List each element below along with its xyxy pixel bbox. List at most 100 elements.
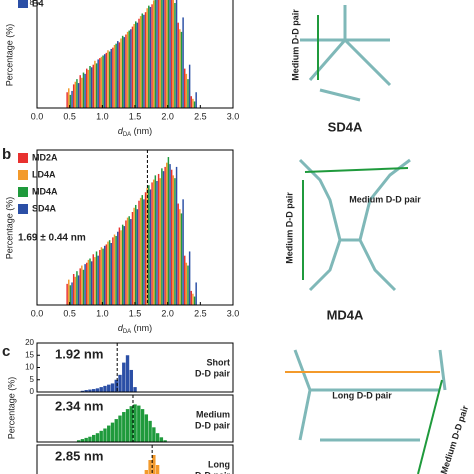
y-axis-label: Percentage (%) [4, 24, 14, 87]
bar [126, 217, 129, 305]
bar [86, 68, 88, 108]
tag: D-D pair [195, 420, 231, 430]
bar [177, 203, 179, 305]
bar [164, 166, 166, 305]
bar [105, 52, 108, 108]
bar [77, 275, 80, 305]
bar [84, 437, 88, 442]
x-axis-label-part: (nm) [131, 323, 152, 333]
plot-frame [36, 394, 234, 443]
bar [140, 409, 145, 442]
bar [72, 84, 75, 108]
bar [90, 261, 93, 305]
tag: Long [208, 459, 230, 469]
histogram: 0.0 0.5 1.0 1.5 2.0 2.5 3.0 8 dDA (nm) [30, 0, 239, 138]
legend-swatch [18, 187, 28, 197]
bar [156, 181, 158, 305]
pair-label: Long D-D pair [332, 390, 392, 400]
x-axis-label-part: d [118, 126, 124, 136]
bar [161, 0, 163, 108]
bar [103, 428, 107, 442]
bar [193, 101, 196, 108]
bar [161, 168, 163, 305]
bar [88, 436, 92, 442]
bar [133, 24, 135, 108]
bar [87, 259, 90, 305]
y-axis-label: Percentage (%) [6, 377, 16, 440]
bar [151, 4, 153, 108]
bar [102, 55, 104, 108]
y-axis-label: Percentage (%) [4, 197, 14, 260]
x-tick-label: 3.0 [227, 308, 240, 318]
x-tick-label: 1.5 [129, 308, 142, 318]
bar [141, 195, 144, 305]
bar [79, 75, 81, 108]
bar [148, 185, 150, 305]
tag: D-D pair [195, 368, 231, 378]
x-tick-label: 1.5 [129, 111, 142, 121]
x-axis-label: dDA (nm) [118, 126, 152, 137]
bar [110, 48, 112, 108]
bar [175, 0, 178, 108]
bar [87, 69, 90, 108]
bar [170, 169, 173, 305]
bar [136, 209, 139, 305]
bar [68, 279, 70, 305]
bar [195, 92, 197, 108]
bar [69, 94, 72, 108]
bar [74, 276, 77, 305]
bar [69, 285, 72, 305]
bar [129, 369, 133, 392]
bar [126, 31, 129, 108]
bar [76, 440, 81, 442]
bar [103, 385, 107, 392]
bar [68, 88, 70, 108]
bar [151, 182, 153, 305]
bar [130, 219, 132, 305]
bar [102, 248, 104, 305]
bar [179, 209, 181, 305]
bar [125, 409, 130, 442]
bar [92, 64, 95, 108]
bar [155, 433, 160, 442]
bar [192, 98, 194, 108]
x-tick-label: 2.5 [194, 111, 207, 121]
bar [144, 414, 149, 442]
bar [107, 241, 109, 305]
y-tick-label: 0 [30, 387, 35, 396]
x-axis-label-part: d [118, 323, 124, 333]
x-tick-label: 2.0 [161, 111, 174, 121]
arrow [304, 167, 409, 173]
annotation: 1.92 nm [55, 346, 103, 361]
bar [115, 43, 117, 108]
bar [149, 189, 152, 305]
bar [169, 164, 171, 305]
molecule-sketches [293, 5, 447, 442]
plot-frame [36, 444, 234, 474]
bar [117, 41, 119, 108]
bar [122, 362, 126, 392]
panel-label: b [2, 146, 11, 163]
y-tick-label: 20 [25, 338, 34, 347]
bar [95, 433, 100, 442]
bar [152, 0, 155, 108]
panel-label: c [2, 343, 10, 360]
bar [84, 264, 86, 305]
y-tick-label: 5 [30, 375, 35, 384]
pair-label: Medium D-D pair [284, 192, 294, 264]
bar [157, 173, 160, 305]
x-tick-label: 1.0 [96, 308, 109, 318]
bar [159, 437, 164, 442]
bars [144, 455, 160, 474]
bar [77, 83, 80, 108]
bar [148, 460, 152, 474]
bar [155, 465, 160, 474]
bar [76, 79, 78, 108]
bar [187, 79, 189, 108]
bar [72, 274, 75, 305]
legend-swatch [18, 153, 28, 163]
bar [105, 244, 108, 305]
bar [71, 90, 73, 108]
bar [177, 22, 179, 108]
bar [172, 175, 175, 305]
